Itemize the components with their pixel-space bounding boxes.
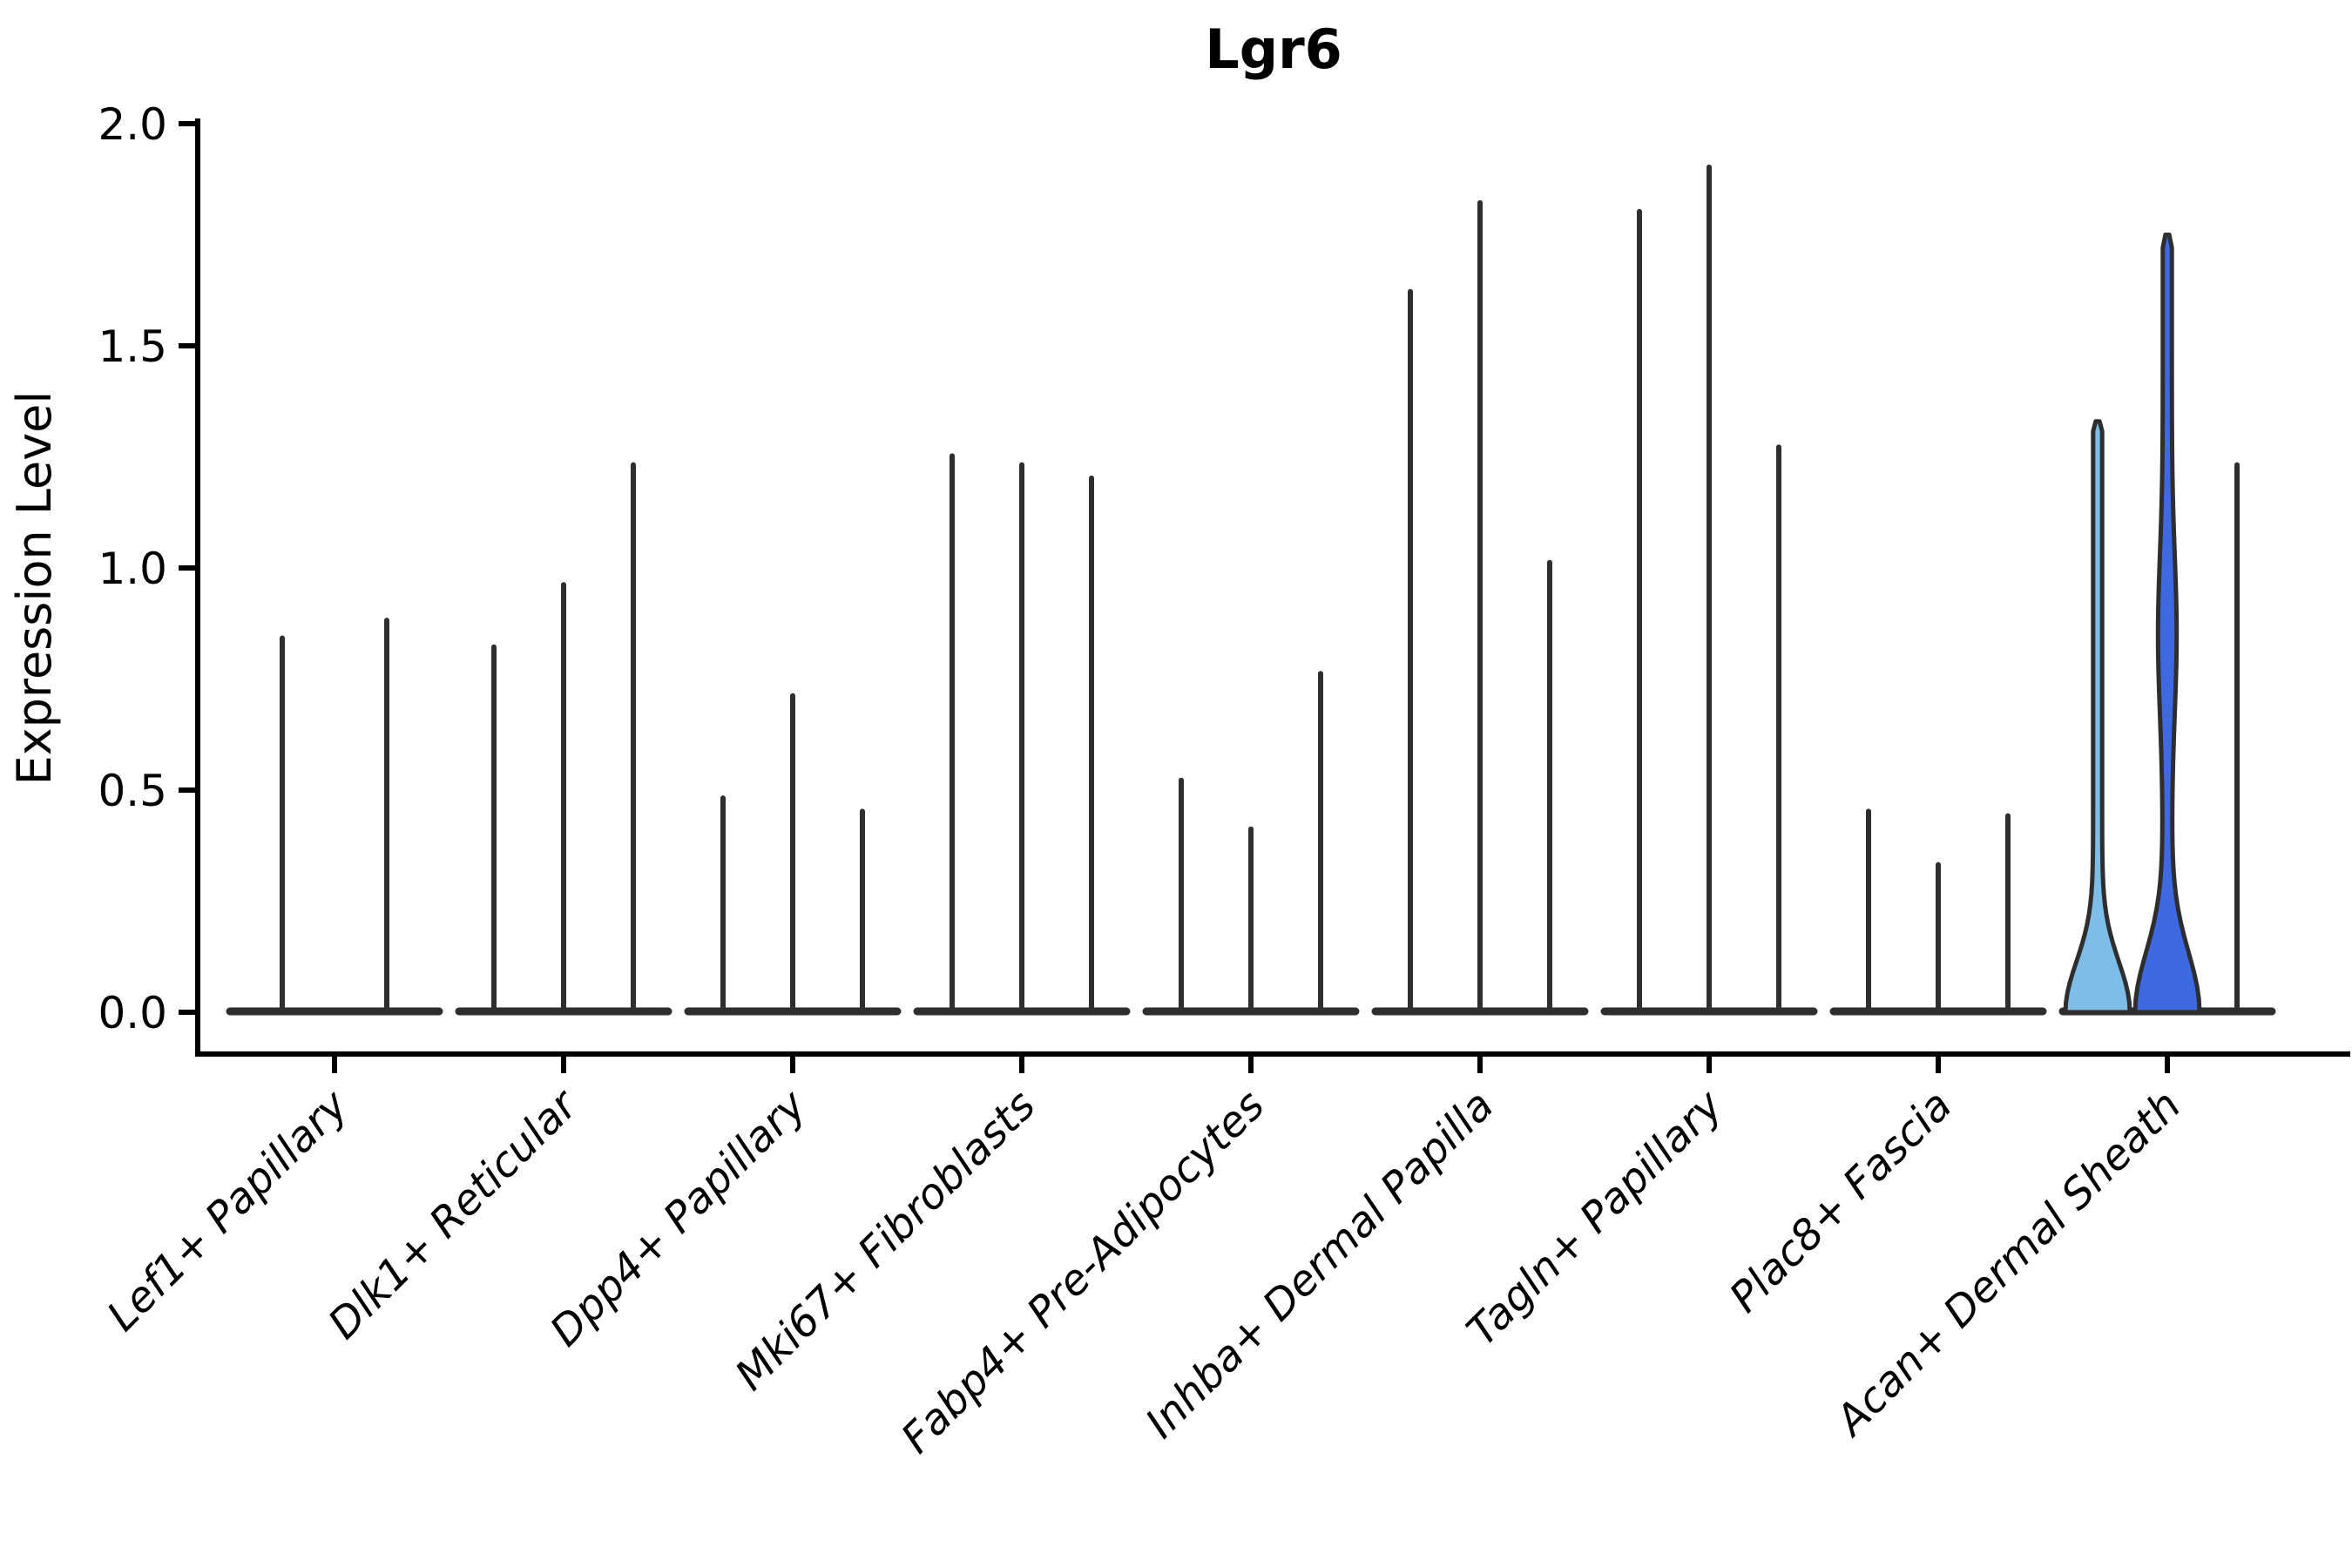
x-tick-label: Tagln+ Papillary: [1457, 1080, 1733, 1355]
x-tick-label: Lef1+ Papillary: [98, 1080, 358, 1341]
y-tick-label: 1.0: [98, 544, 167, 594]
violins: [226, 164, 2276, 1016]
y-axis-ticks: 0.0 0.5 1.0 1.5 2.0: [98, 99, 198, 1038]
violin-bell: [2132, 233, 2202, 1015]
y-axis-label: Expression Level: [7, 391, 62, 786]
x-tick-label: Fabp4+ Pre-Adipocytes: [892, 1081, 1274, 1463]
x-tick-label: Plac8+ Fascia: [1720, 1081, 1962, 1322]
y-tick-label: 1.5: [98, 321, 167, 372]
x-tick-label: Dpp4+ Papillary: [541, 1080, 816, 1355]
y-tick-label: 0.0: [98, 988, 167, 1038]
violin-bell: [2063, 419, 2132, 1015]
chart-title: Lgr6: [1205, 17, 1342, 81]
y-tick-label: 0.5: [98, 766, 167, 816]
y-tick-label: 2.0: [98, 99, 167, 150]
axes: [195, 118, 2350, 1057]
x-tick-label: Dlk1+ Reticular: [319, 1079, 589, 1349]
